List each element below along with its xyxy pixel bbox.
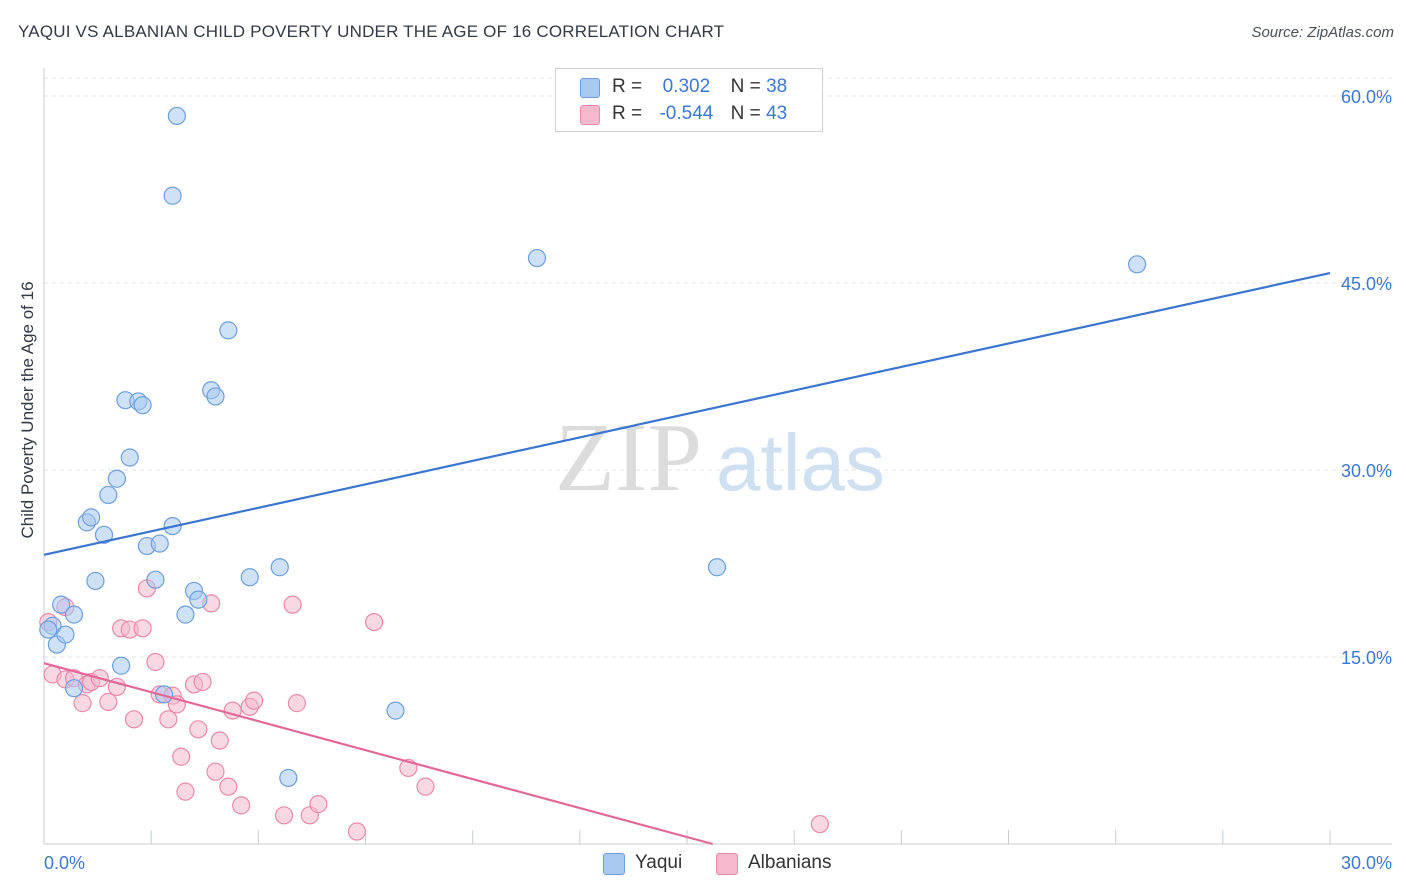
yaqui-point [99,485,118,505]
albanian-point [189,720,208,739]
legend-swatch-albanians [580,105,600,125]
albanian-point [73,694,92,713]
watermark-atlas: atlas [716,418,885,507]
yaqui-point [64,605,84,624]
yaqui-point [219,321,238,340]
albanian-point [99,692,118,711]
x-tick-label: 0.0% [44,853,85,873]
axis-layer [43,68,1392,845]
albanian-point [287,694,307,713]
yaqui-point [176,605,195,624]
albanian-point [210,731,229,750]
yaqui-point [206,387,225,406]
yaqui-point [240,568,259,587]
albanian-point [283,595,302,614]
correlation-legend: R = 0.302 N = 38 R = -0.544 N = 43 [555,68,823,132]
watermark-zip: ZIP [555,404,702,512]
yaqui-point [39,620,58,639]
legend-text-albanians: R = -0.544 N = 43 [612,103,787,125]
yaqui-point [64,679,84,698]
trend-layer [43,271,1331,846]
legend-text-yaqui: R = 0.302 N = 38 [612,76,787,98]
yaqui-point [146,570,165,589]
albanian-point [416,777,435,796]
albanian-point [274,806,294,825]
albanian-point [176,782,195,801]
legend-r-value: 0.302 [662,76,711,97]
legend-r-label: R = [612,103,643,124]
legend-n-label: N = [730,76,761,97]
yaqui-point [120,448,139,467]
albanian-trendline [43,662,714,846]
yaqui-point [112,656,131,675]
yaqui-point [150,534,169,553]
chart-title: YAQUI VS ALBANIAN CHILD POVERTY UNDER TH… [18,22,725,41]
albanian-point [232,796,251,815]
yaqui-point [56,625,75,644]
yaqui-point [527,248,547,268]
albanian-point [146,652,165,672]
legend-r-label: R = [612,76,643,97]
albanian-point [244,691,264,710]
y-tick-label: 15.0% [1341,648,1392,668]
bottom-legend-label-albanians: Albanians [748,852,832,873]
y-tick-label: 45.0% [1341,274,1392,294]
yaqui-point [82,508,101,527]
legend-n-value: 38 [766,76,788,97]
y-axis-label: Child Poverty Under the Age of 16 [18,281,37,539]
yaqui-point [279,768,298,788]
yaqui-trendline [43,271,1331,556]
bottom-legend-swatch-albanians [716,853,738,875]
yaqui-point [107,469,126,488]
albanian-point [124,710,144,729]
albanian-point [206,762,225,781]
y-tick-label: 30.0% [1341,461,1392,481]
legend-r-value: -0.544 [659,103,714,124]
x-tick-label: 30.0% [1341,853,1392,873]
albanian-point [364,612,384,632]
yaqui-point [386,701,405,720]
watermark: ZIP atlas [555,404,885,512]
bottom-legend-label-yaqui: Yaqui [635,852,683,873]
albanian-point [347,822,367,841]
albanian-point [193,672,212,692]
yaqui-point [163,186,182,205]
yaqui-point [52,595,71,614]
legend-swatch-yaqui [580,78,600,98]
albanian-point [309,795,328,814]
yaqui-point [707,558,727,577]
yaqui-point [270,558,289,577]
bottom-legend-swatch-yaqui [603,853,625,875]
yaqui-point [1127,255,1147,274]
albanian-point [810,814,829,834]
yaqui-point [133,396,152,415]
albanian-point [133,619,152,638]
chart-source: Source: ZipAtlas.com [1251,24,1394,41]
albanian-point [172,747,191,766]
legend-n-label: N = [730,103,761,124]
tick-label-layer: 15.0% 30.0% 45.0% 60.0% 0.0% 30.0% [44,87,1392,873]
yaqui-point [189,590,208,609]
yaqui-point [167,106,186,126]
y-axis-label-container: Child Poverty Under the Age of 16 [16,200,40,620]
y-tick-label: 60.0% [1341,87,1392,107]
yaqui-point [86,571,105,591]
albanian-point [159,710,178,729]
albanian-point [219,777,238,796]
legend-n-value: 43 [766,103,788,124]
yaqui-point [94,525,114,544]
